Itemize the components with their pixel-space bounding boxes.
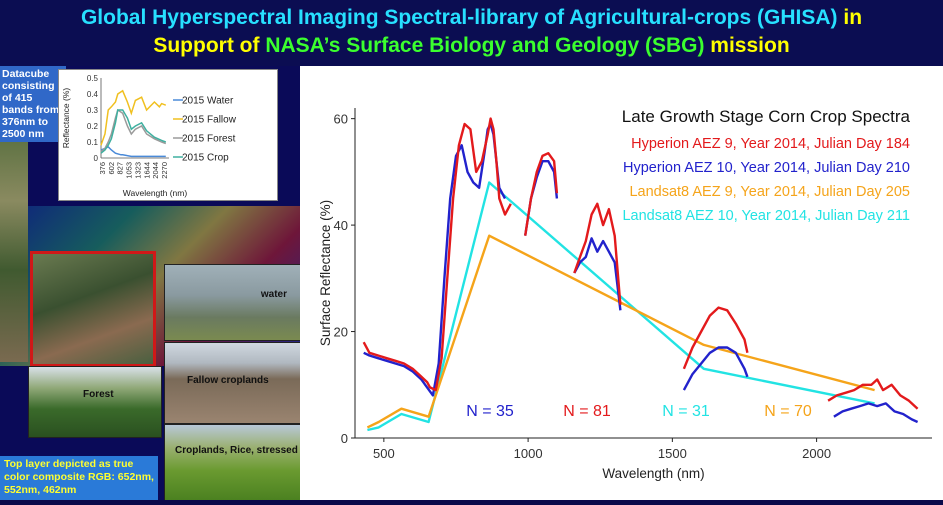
inset-chart: 0 0.1 0.2 0.3 0.4 0.5 376 602 827 1053 1323 1644 204… bbox=[58, 69, 278, 201]
water-photo: water bbox=[164, 264, 300, 341]
main-x-axis-label: Wavelength (nm) bbox=[602, 466, 704, 481]
satellite-image bbox=[30, 251, 156, 367]
inset-series-line bbox=[100, 145, 166, 158]
rgb-composite-note: Top layer depicted as true color composi… bbox=[0, 456, 158, 500]
inset-x-axis-label: Wavelength (nm) bbox=[123, 188, 188, 198]
inset-x-tick-label: 827 bbox=[116, 162, 125, 175]
main-chart: 0 20 40 60 500 1000 1500 2000 Wavelength (nm) Sur… bbox=[300, 66, 943, 500]
inset-legend-label: 2015 Fallow bbox=[182, 115, 237, 126]
inset-legend-label: 2015 Crop bbox=[182, 153, 229, 164]
main-legend-label: Landsat8 AEZ 10, Year 2014, Julian Day 2… bbox=[622, 208, 910, 224]
inset-y-tick-label: 0.2 bbox=[87, 122, 99, 131]
title-line-2: Support of NASA’s Surface Biology and Ge… bbox=[0, 32, 943, 60]
main-x-tick-label: 2000 bbox=[802, 446, 831, 461]
main-series-line bbox=[682, 306, 749, 370]
inset-y-tick-label: 0.5 bbox=[87, 74, 99, 83]
main-series-line bbox=[833, 402, 919, 424]
main-y-axis-label: Surface Reflectance (%) bbox=[318, 200, 333, 346]
main-sample-count-annotation: N = 31 bbox=[662, 403, 710, 420]
title-line-1-text: Global Hyperspectral Imaging Spectral-li… bbox=[80, 6, 844, 29]
main-series-line bbox=[362, 117, 512, 392]
main-series-line bbox=[573, 202, 622, 305]
datacube-label: Datacube consisting of 415 bands from 37… bbox=[0, 66, 66, 142]
main-series-line bbox=[366, 234, 875, 429]
main-sample-count-annotation: N = 81 bbox=[563, 403, 611, 420]
inset-legend-label: 2015 Water bbox=[182, 96, 234, 107]
crop-photo-label: Croplands, Rice, stressed bbox=[175, 445, 298, 456]
crop-photo: Croplands, Rice, stressed bbox=[164, 424, 300, 500]
main-sample-count-annotation: N = 70 bbox=[764, 403, 812, 420]
main-series-line bbox=[682, 346, 749, 391]
main-chart-svg: 0 20 40 60 500 1000 1500 2000 Wavelength (nm) Sur… bbox=[318, 107, 932, 481]
forest-photo-label: Forest bbox=[83, 389, 114, 400]
inset-y-tick-label: 0.1 bbox=[87, 138, 99, 147]
inset-chart-svg: 0 0.1 0.2 0.3 0.4 0.5 376 602 827 1053 1323 1644 204… bbox=[61, 74, 237, 198]
fallow-photo: Fallow croplands bbox=[164, 342, 300, 424]
main-y-tick-label: 0 bbox=[341, 431, 348, 446]
main-chart-title: Late Growth Stage Corn Crop Spectra bbox=[622, 107, 911, 126]
inset-series-line bbox=[100, 109, 167, 154]
inset-legend-label: 2015 Forest bbox=[182, 134, 236, 145]
fallow-photo-label: Fallow croplands bbox=[187, 375, 269, 386]
inset-y-tick-label: 0.4 bbox=[87, 90, 99, 99]
main-x-tick-label: 1000 bbox=[514, 446, 543, 461]
inset-series-line bbox=[100, 89, 167, 146]
satellite-strip-image bbox=[0, 132, 28, 362]
main-x-tick-label: 1500 bbox=[658, 446, 687, 461]
main-series-line bbox=[367, 181, 875, 432]
inset-y-axis-label: Reflectance (%) bbox=[61, 88, 71, 149]
main-y-tick-label: 60 bbox=[334, 112, 348, 127]
title-line-1: Global Hyperspectral Imaging Spectral-li… bbox=[0, 4, 943, 32]
inset-x-tick-label: 1053 bbox=[125, 162, 134, 179]
inset-x-tick-label: 2270 bbox=[160, 162, 169, 179]
main-series-line bbox=[573, 237, 622, 311]
forest-photo: Forest bbox=[28, 366, 162, 438]
title-line-2-mission: mission bbox=[704, 34, 790, 57]
inset-y-tick-label: 0.3 bbox=[87, 106, 99, 115]
inset-x-tick-label: 376 bbox=[98, 162, 107, 175]
inset-y-tick-label: 0 bbox=[94, 154, 99, 163]
page-title: Global Hyperspectral Imaging Spectral-li… bbox=[0, 0, 943, 66]
main-series-line bbox=[363, 122, 507, 397]
inset-x-tick-label: 602 bbox=[107, 162, 116, 175]
main-y-tick-label: 20 bbox=[334, 325, 348, 340]
main-y-tick-label: 40 bbox=[334, 218, 348, 233]
main-legend-label: Landsat8 AEZ 9, Year 2014, Julian Day 20… bbox=[629, 184, 910, 200]
main-sample-count-annotation: N = 35 bbox=[466, 403, 514, 420]
main-legend-label: Hyperion AEZ 10, Year 2014, Julian Day 2… bbox=[623, 160, 910, 176]
inset-x-tick-label: 1644 bbox=[142, 162, 151, 179]
hyperspectral-collage: Datacube consisting of 415 bands from 37… bbox=[0, 66, 300, 500]
inset-series-line bbox=[100, 108, 167, 153]
title-line-2-nasa: NASA’s Surface Biology and Geology (SBG) bbox=[265, 34, 705, 57]
main-series-line bbox=[524, 151, 559, 236]
main-series-line bbox=[827, 378, 919, 410]
title-line-2-support: Support of bbox=[153, 34, 266, 57]
title-line-1-in: in bbox=[843, 6, 863, 29]
main-x-tick-label: 500 bbox=[373, 446, 395, 461]
inset-x-tick-label: 1323 bbox=[133, 162, 142, 179]
main-legend-label: Hyperion AEZ 9, Year 2014, Julian Day 18… bbox=[631, 136, 910, 152]
inset-x-tick-label: 2044 bbox=[151, 162, 160, 179]
water-photo-label: water bbox=[260, 289, 287, 300]
